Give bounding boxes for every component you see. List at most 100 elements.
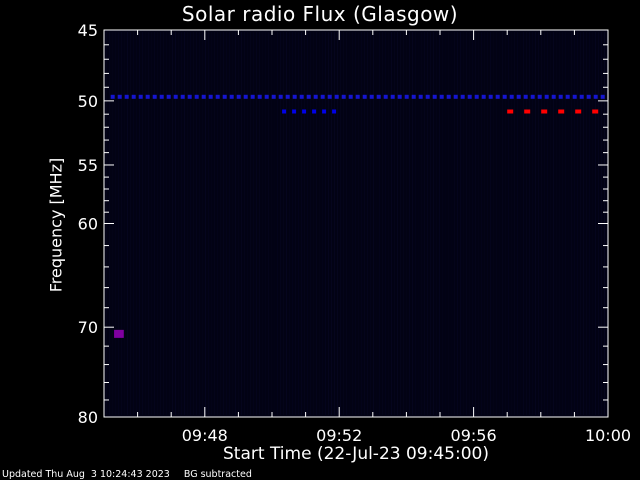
emission-features	[110, 94, 605, 338]
noise-streak	[160, 32, 161, 415]
emission-dash	[509, 94, 514, 99]
emission-dash	[541, 109, 548, 114]
emission-dash	[439, 94, 444, 99]
chart-title: Solar radio Flux (Glasgow)	[181, 2, 459, 26]
noise-streak	[349, 32, 350, 415]
noise-streak	[484, 32, 485, 415]
noise-streak	[199, 32, 200, 415]
updated-timestamp: Updated Thu Aug 3 10:24:43 2023	[2, 469, 170, 480]
noise-streak	[457, 32, 458, 415]
noise-streak	[115, 32, 116, 415]
noise-streak	[205, 32, 206, 415]
emission-dash	[565, 94, 570, 99]
noise-streak	[466, 32, 467, 415]
noise-streak	[556, 32, 557, 415]
noise-streak	[505, 32, 506, 415]
emission-dash	[278, 94, 283, 99]
noise-streak	[124, 32, 125, 415]
emission-dash	[390, 94, 395, 99]
y-tick-label: 60	[78, 215, 98, 234]
noise-streak	[367, 32, 368, 415]
emission-dash	[600, 94, 605, 99]
noise-streak	[490, 32, 491, 415]
emission-dash	[229, 94, 234, 99]
emission-dash	[460, 94, 465, 99]
emission-dash	[180, 94, 185, 99]
noise-streak	[409, 32, 410, 415]
emission-dash	[586, 94, 591, 99]
noise-streak	[565, 32, 566, 415]
noise-streak	[517, 32, 518, 415]
emission-dash	[348, 94, 353, 99]
emission-dash	[523, 94, 528, 99]
emission-dash	[495, 94, 500, 99]
bg-subtracted-note: BG subtracted	[183, 469, 252, 480]
emission-dash	[593, 94, 598, 99]
noise-streak	[445, 32, 446, 415]
noise-streak	[595, 32, 596, 415]
noise-streak	[475, 32, 476, 415]
emission-dash	[481, 94, 486, 99]
emission-dash	[369, 94, 374, 99]
noise-streak	[460, 32, 461, 415]
noise-streak	[577, 32, 578, 415]
noise-streak	[376, 32, 377, 415]
noise-streak	[283, 32, 284, 415]
emission-dash	[474, 94, 479, 99]
emission-dash	[425, 94, 430, 99]
emission-dash	[376, 94, 381, 99]
noise-streak	[406, 32, 407, 415]
noise-streak	[391, 32, 392, 415]
emission-dash	[124, 94, 129, 99]
noise-streak	[193, 32, 194, 415]
noise-streak	[583, 32, 584, 415]
noise-streak	[499, 32, 500, 415]
emission-dash	[592, 109, 599, 114]
noise-streak	[424, 32, 425, 415]
noise-streak	[370, 32, 371, 415]
noise-streak	[547, 32, 548, 415]
emission-blob	[114, 329, 124, 338]
emission-dash	[312, 109, 317, 114]
noise-streak	[418, 32, 419, 415]
emission-dash	[575, 109, 582, 114]
noise-streak	[301, 32, 302, 415]
emission-dash	[302, 109, 307, 114]
noise-streak	[163, 32, 164, 415]
emission-dash	[131, 94, 136, 99]
emission-dash	[411, 94, 416, 99]
noise-streak	[589, 32, 590, 415]
noise-streak	[154, 32, 155, 415]
noise-streak	[355, 32, 356, 415]
noise-streak	[310, 32, 311, 415]
noise-streak	[493, 32, 494, 415]
noise-streak	[268, 32, 269, 415]
noise-streak	[133, 32, 134, 415]
y-tick-label: 50	[78, 92, 98, 111]
noise-streak	[520, 32, 521, 415]
noise-streak	[127, 32, 128, 415]
noise-streak	[361, 32, 362, 415]
emission-dash	[334, 94, 339, 99]
background-noise	[106, 32, 608, 415]
emission-dash	[187, 94, 192, 99]
noise-streak	[442, 32, 443, 415]
x-tick-label: 09:56	[451, 426, 497, 445]
emission-dash	[145, 94, 150, 99]
noise-streak	[196, 32, 197, 415]
emission-dash	[558, 109, 565, 114]
noise-streak	[250, 32, 251, 415]
emission-dash	[194, 94, 199, 99]
noise-streak	[412, 32, 413, 415]
noise-streak	[130, 32, 131, 415]
noise-streak	[436, 32, 437, 415]
noise-streak	[448, 32, 449, 415]
noise-streak	[415, 32, 416, 415]
emission-dash	[558, 94, 563, 99]
emission-dash	[453, 94, 458, 99]
noise-streak	[379, 32, 380, 415]
y-tick-label: 80	[78, 408, 98, 427]
noise-streak	[394, 32, 395, 415]
noise-streak	[232, 32, 233, 415]
